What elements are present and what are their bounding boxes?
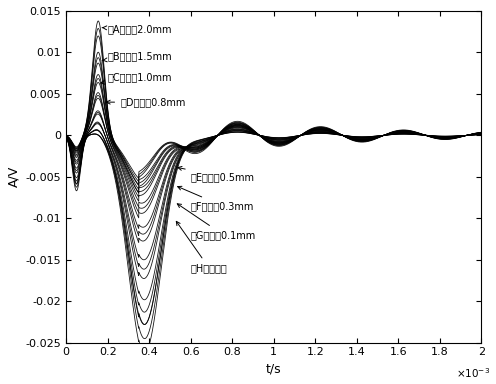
Text: $\times10^{-3}$: $\times10^{-3}$ <box>455 366 490 379</box>
Text: 组E：提离0.5mm: 组E：提离0.5mm <box>178 166 254 182</box>
X-axis label: t/s: t/s <box>266 363 282 376</box>
Y-axis label: A/V: A/V <box>7 166 20 187</box>
Text: 组A：提离2.0mm: 组A：提离2.0mm <box>102 24 172 34</box>
Text: 组G：提离0.1mm: 组G：提离0.1mm <box>177 204 256 240</box>
Text: 组H：无提离: 组H：无提离 <box>176 221 228 273</box>
Text: 组F：提离0.3mm: 组F：提离0.3mm <box>178 186 254 211</box>
Text: 组D：提离0.8mm: 组D：提离0.8mm <box>106 97 186 107</box>
Text: 组B：提离1.5mm: 组B：提离1.5mm <box>102 51 172 62</box>
Text: 组C：提离1.0mm: 组C：提离1.0mm <box>101 72 172 84</box>
